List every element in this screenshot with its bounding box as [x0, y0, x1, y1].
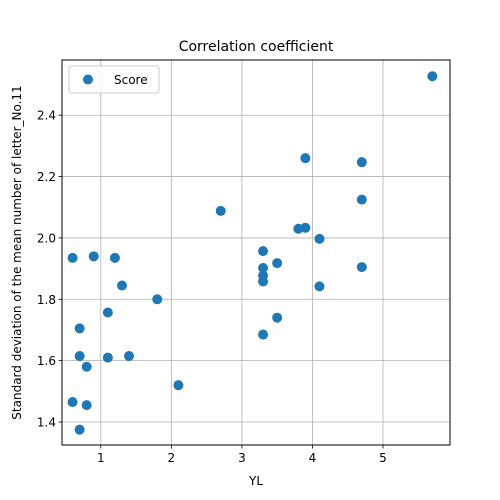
data-point — [272, 258, 283, 269]
data-point — [81, 400, 92, 411]
data-point — [300, 153, 311, 164]
data-point — [67, 397, 78, 408]
data-point — [356, 194, 367, 205]
data-point — [88, 251, 99, 262]
data-point — [272, 312, 283, 323]
data-point — [74, 323, 85, 334]
y-tick-label: 1.8 — [37, 293, 56, 307]
data-point — [116, 280, 127, 291]
data-point — [258, 262, 269, 273]
data-point — [356, 262, 367, 273]
data-point — [258, 329, 269, 340]
ticks: 1 2 3 4 5 1.4 1.6 1.8 2.0 2.2 2.4 — [37, 109, 387, 465]
data-point — [152, 294, 163, 305]
chart-title: Correlation coefficient — [179, 39, 334, 55]
y-tick-label: 2.2 — [37, 170, 56, 184]
x-tick-label: 5 — [379, 451, 387, 465]
data-point — [427, 71, 438, 82]
data-point — [258, 276, 269, 287]
data-point — [102, 352, 113, 363]
x-tick-label: 4 — [309, 451, 317, 465]
x-tick-label: 2 — [168, 451, 176, 465]
legend-box — [68, 65, 160, 94]
y-tick-label: 1.4 — [37, 415, 56, 429]
data-points — [67, 71, 438, 435]
data-point — [74, 424, 85, 435]
legend-marker — [83, 74, 93, 85]
data-point — [74, 351, 85, 362]
data-point — [356, 157, 367, 168]
data-point — [258, 246, 269, 257]
grid — [62, 60, 450, 445]
legend: Score — [68, 65, 160, 94]
legend-label: Score — [114, 73, 148, 87]
x-tick-label: 1 — [97, 451, 105, 465]
x-axis-label: YL — [248, 474, 263, 488]
data-point — [109, 252, 120, 263]
data-point — [67, 252, 78, 263]
y-tick-label: 1.6 — [37, 354, 56, 368]
data-point — [124, 351, 135, 362]
y-tick-label: 2.4 — [37, 109, 56, 123]
data-point — [81, 361, 92, 372]
data-point — [314, 233, 325, 244]
data-point — [173, 380, 184, 391]
plot-frame — [61, 59, 451, 446]
y-tick-label: 2.0 — [37, 231, 56, 245]
y-axis-label: Standard deviation of the mean number of… — [10, 85, 24, 419]
plot-area — [62, 60, 450, 445]
data-point — [215, 205, 226, 216]
data-point — [102, 307, 113, 318]
x-tick-label: 3 — [238, 451, 246, 465]
data-point — [314, 281, 325, 292]
data-point — [300, 222, 311, 233]
